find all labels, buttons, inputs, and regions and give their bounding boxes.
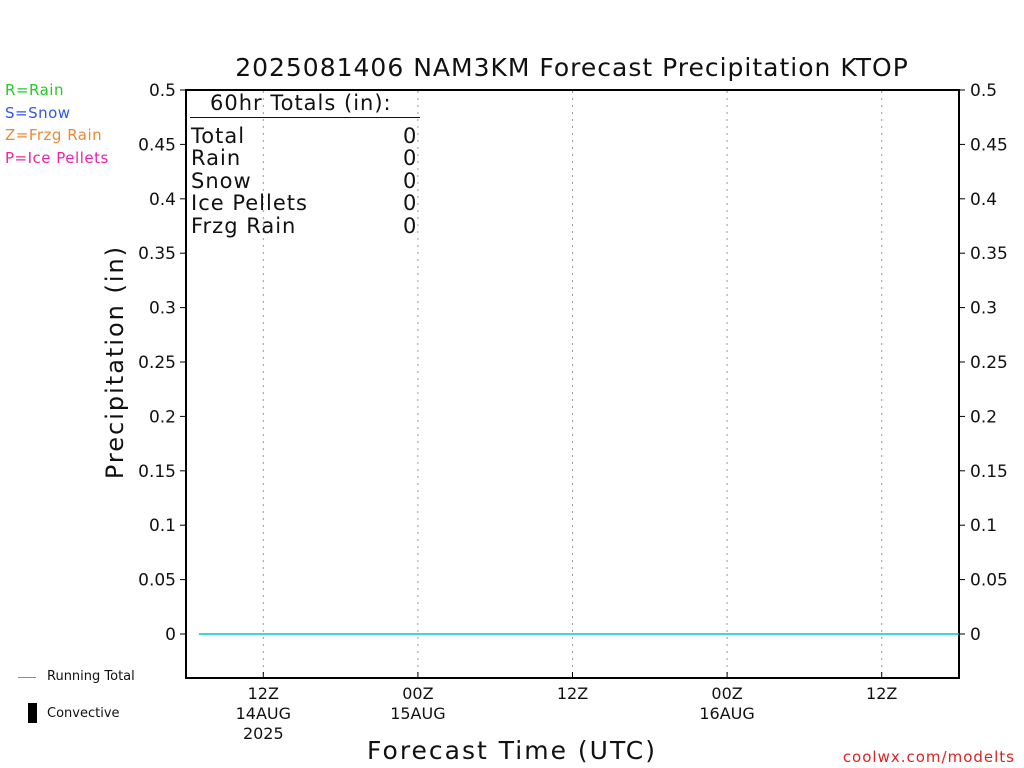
y-axis-left: 0 0.05 0.1 0.15 0.2 0.25 0.3 0.35 0.4 0.45 0.5 bbox=[138, 81, 186, 645]
y-tick-label-left: 0.15 bbox=[138, 462, 176, 482]
y-tick-label-left: 0 bbox=[165, 625, 176, 645]
y-tick-label-right: 0.15 bbox=[970, 462, 1008, 482]
y-tick-label-right: 0.5 bbox=[970, 81, 997, 101]
y-tick-label-left: 0.05 bbox=[138, 571, 176, 591]
totals-header: 60hr Totals (in): bbox=[210, 91, 392, 115]
totals-label-frzg-rain: Frzg Rain bbox=[191, 214, 297, 238]
x-tick-label: 00Z bbox=[711, 684, 742, 703]
totals-label-rain: Rain bbox=[191, 146, 242, 170]
convective-swatch bbox=[28, 703, 37, 723]
totals-value-total: 0 bbox=[403, 124, 418, 148]
y-tick-label-right: 0.3 bbox=[970, 299, 997, 319]
totals-value-snow: 0 bbox=[403, 169, 418, 193]
x-tick-date-label: 15AUG bbox=[390, 704, 445, 723]
y-tick-label-left: 0.35 bbox=[138, 244, 176, 264]
x-tick-year-label: 2025 bbox=[243, 724, 284, 743]
y-tick-label-right: 0 bbox=[970, 625, 981, 645]
y-tick-label-right: 0.45 bbox=[970, 135, 1008, 155]
x-tick-label: 00Z bbox=[402, 684, 433, 703]
credit-text[interactable]: coolwx.com/modelts bbox=[843, 748, 1015, 766]
x-tick-date-label: 16AUG bbox=[699, 704, 754, 723]
y-tick-label-left: 0.5 bbox=[149, 81, 176, 101]
y-tick-label-left: 0.25 bbox=[138, 353, 176, 373]
y-tick-label-left: 0.2 bbox=[149, 407, 176, 427]
x-tick-label: 12Z bbox=[866, 684, 897, 703]
totals-value-ice-pellets: 0 bbox=[403, 191, 418, 215]
y-tick-label-right: 0.2 bbox=[970, 407, 997, 427]
totals-label-total: Total bbox=[191, 124, 246, 148]
running-total-swatch bbox=[18, 677, 36, 678]
convective-legend-label: Convective bbox=[47, 706, 120, 721]
legend-snow: S=Snow bbox=[5, 104, 71, 122]
y-tick-label-right: 0.35 bbox=[970, 244, 1008, 264]
y-axis-right: 0 0.05 0.1 0.15 0.2 0.25 0.3 0.35 0.4 0.45 0.5 bbox=[959, 81, 1008, 645]
grid-layer bbox=[262, 91, 883, 677]
chart-title: 2025081406 NAM3KM Forecast Precipitation… bbox=[235, 53, 909, 82]
x-axis-label: Forecast Time (UTC) bbox=[367, 736, 657, 765]
x-tick-label: 12Z bbox=[248, 684, 279, 703]
totals-label-ice-pellets: Ice Pellets bbox=[191, 191, 308, 215]
x-tick-label: 12Z bbox=[557, 684, 588, 703]
totals-label-snow: Snow bbox=[191, 169, 252, 193]
totals-header-underline bbox=[190, 117, 420, 118]
y-tick-label-right: 0.4 bbox=[970, 190, 997, 210]
y-tick-label-left: 0.3 bbox=[149, 299, 176, 319]
legend-frzg-rain: Z=Frzg Rain bbox=[5, 126, 103, 144]
legend-ice-pellets: P=Ice Pellets bbox=[5, 149, 109, 167]
x-tick-date-label: 14AUG bbox=[236, 704, 291, 723]
totals-value-frzg-rain: 0 bbox=[403, 214, 418, 238]
y-tick-label-right: 0.1 bbox=[970, 516, 997, 536]
y-tick-label-left: 0.1 bbox=[149, 516, 176, 536]
y-tick-label-left: 0.4 bbox=[149, 190, 176, 210]
y-tick-label-left: 0.45 bbox=[138, 135, 176, 155]
y-axis-label: Precipitation (in) bbox=[101, 245, 129, 479]
legend-rain: R=Rain bbox=[5, 81, 64, 99]
y-tick-label-right: 0.05 bbox=[970, 571, 1008, 591]
y-tick-label-right: 0.25 bbox=[970, 353, 1008, 373]
totals-value-rain: 0 bbox=[403, 146, 418, 170]
running-total-legend-label: Running Total bbox=[47, 669, 135, 684]
